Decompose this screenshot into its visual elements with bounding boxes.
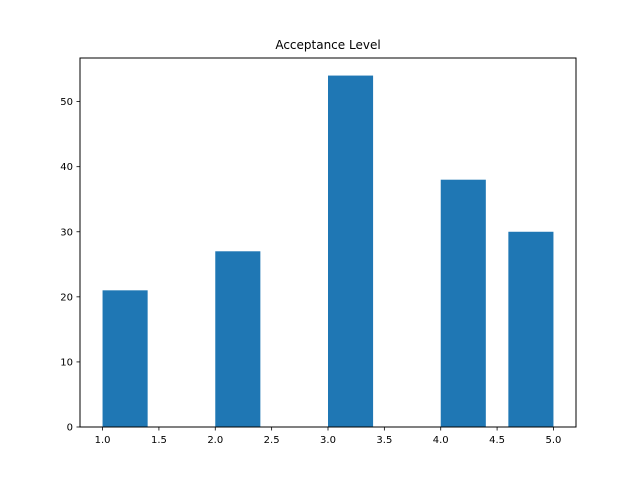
chart-title: Acceptance Level [275, 38, 380, 52]
y-tick-label: 20 [60, 292, 73, 303]
bar-1 [215, 251, 260, 427]
bar-0 [103, 290, 148, 427]
x-tick-label: 4.0 [433, 435, 449, 446]
bar-4 [441, 180, 486, 427]
x-tick-label: 3.5 [376, 435, 392, 446]
x-tick-label: 3.0 [320, 435, 336, 446]
x-tick-label: 1.5 [151, 435, 167, 446]
y-tick-label: 30 [60, 227, 73, 238]
bar-5 [508, 232, 553, 427]
x-tick-label: 5.0 [546, 435, 562, 446]
x-tick-label: 4.5 [489, 435, 505, 446]
y-tick-label: 50 [60, 97, 73, 108]
y-tick-label: 0 [67, 423, 73, 434]
x-tick-label: 1.0 [95, 435, 111, 446]
x-tick-label: 2.0 [207, 435, 223, 446]
x-tick-label: 2.5 [264, 435, 280, 446]
bar-3 [328, 76, 373, 427]
x-axis-ticks: 1.0 1.5 2.0 2.5 3.0 3.5 4.0 4.5 5.0 [95, 427, 562, 446]
y-tick-label: 10 [60, 357, 73, 368]
y-axis-ticks: 0 10 20 30 40 50 [60, 97, 80, 433]
y-tick-label: 40 [60, 162, 73, 173]
bars-group [103, 76, 554, 427]
